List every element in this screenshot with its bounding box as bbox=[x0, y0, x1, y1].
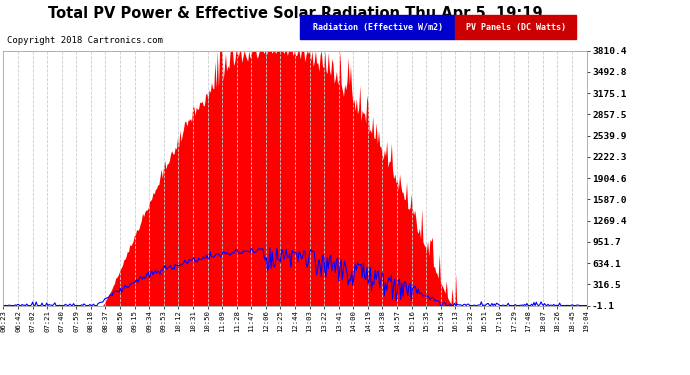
Text: Total PV Power & Effective Solar Radiation Thu Apr 5  19:19: Total PV Power & Effective Solar Radiati… bbox=[48, 6, 542, 21]
Text: Copyright 2018 Cartronics.com: Copyright 2018 Cartronics.com bbox=[7, 36, 163, 45]
Text: Radiation (Effective W/m2): Radiation (Effective W/m2) bbox=[313, 22, 443, 32]
Text: PV Panels (DC Watts): PV Panels (DC Watts) bbox=[466, 22, 566, 32]
